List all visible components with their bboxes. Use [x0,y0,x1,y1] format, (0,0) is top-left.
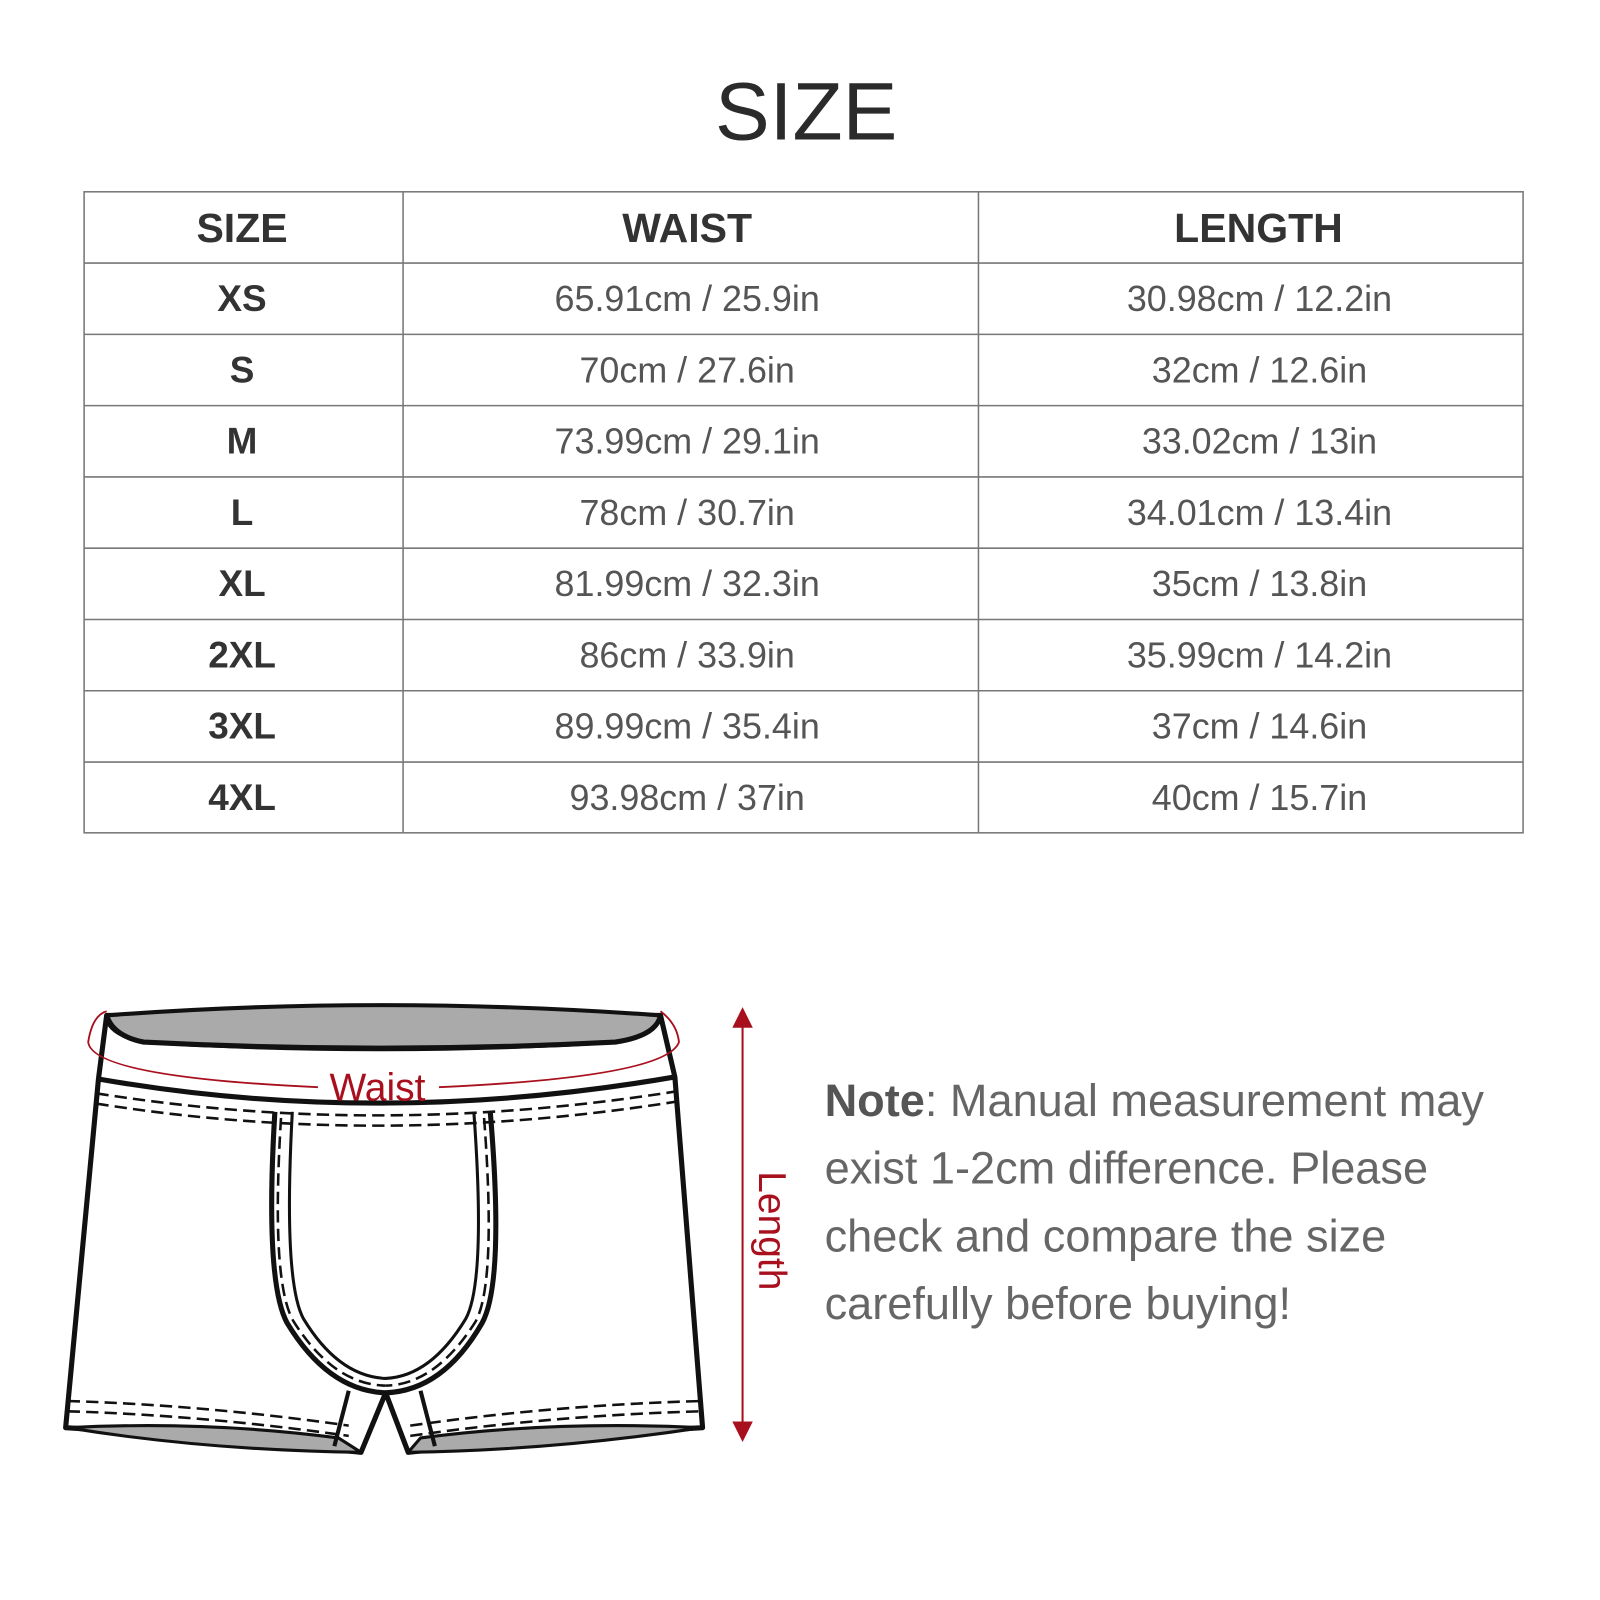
table-row: 4XL 93.98cm / 37in 40cm / 15.7in [208,777,1367,818]
length-arrow [732,1007,753,1443]
page-title: SIZE [715,66,897,157]
header-length: LENGTH [1174,205,1343,251]
svg-text:Note: Manual measurement may: Note: Manual measurement may [825,1075,1485,1126]
length-label: Length [750,1171,793,1290]
length-cell: 32cm / 12.6in [1152,350,1367,390]
note-bold: Note [825,1075,925,1126]
waist-measure-ellipse [87,1010,680,1089]
size-cell: 3XL [208,706,276,747]
note-line: : Manual measurement may [925,1075,1485,1126]
length-cell: 34.01cm / 13.4in [1127,493,1392,533]
length-cell: 40cm / 15.7in [1152,778,1367,818]
size-cell: M [227,421,258,462]
length-cell: 33.02cm / 13in [1142,422,1377,462]
length-cell: 35.99cm / 14.2in [1127,635,1392,675]
note-line: exist 1-2cm difference. Please [825,1143,1428,1194]
table-row: L 78cm / 30.7in 34.01cm / 13.4in [231,492,1392,533]
waist-cell: 70cm / 27.6in [579,350,794,390]
table-row: XS 65.91cm / 25.9in 30.98cm / 12.2in [217,278,1392,319]
waist-cell: 65.91cm / 25.9in [555,279,820,319]
boxer-briefs-illustration [63,1003,706,1455]
length-cell: 30.98cm / 12.2in [1127,279,1392,319]
size-cell: 2XL [208,634,276,675]
size-table [83,191,1524,834]
size-cell: XS [217,278,266,319]
note-line: carefully before buying! [825,1278,1291,1329]
waist-cell: 78cm / 30.7in [579,493,794,533]
header-size: SIZE [196,205,287,251]
header-waist: WAIST [622,205,752,251]
length-cell: 37cm / 14.6in [1152,707,1367,747]
waist-cell: 73.99cm / 29.1in [555,422,820,462]
waist-cell: 81.99cm / 32.3in [555,564,820,604]
size-cell: 4XL [208,777,276,818]
length-cell: 35cm / 13.8in [1152,564,1367,604]
table-row: 2XL 86cm / 33.9in 35.99cm / 14.2in [208,634,1392,675]
waist-cell: 89.99cm / 35.4in [555,707,820,747]
waist-label: Waist [329,1067,425,1110]
size-cell: XL [218,563,265,604]
waist-cell: 86cm / 33.9in [579,635,794,675]
waist-cell: 93.98cm / 37in [570,778,805,818]
size-cell: S [230,349,255,390]
note-line: check and compare the size [825,1210,1387,1261]
note-text: Note: Manual measurement may exist 1-2cm… [825,1075,1485,1329]
size-cell: L [231,492,254,533]
table-row: M 73.99cm / 29.1in 33.02cm / 13in [227,421,1377,462]
table-row: XL 81.99cm / 32.3in 35cm / 13.8in [218,563,1367,604]
table-row: S 70cm / 27.6in 32cm / 12.6in [230,349,1367,390]
table-row: 3XL 89.99cm / 35.4in 37cm / 14.6in [208,706,1367,747]
